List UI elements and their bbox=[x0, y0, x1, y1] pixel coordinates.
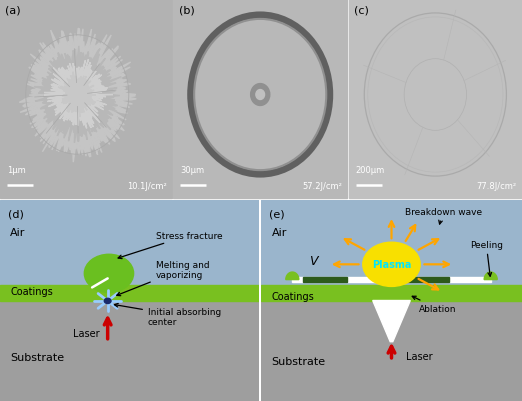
Text: Laser: Laser bbox=[406, 351, 433, 361]
Text: Substrate: Substrate bbox=[10, 352, 65, 362]
Polygon shape bbox=[373, 301, 410, 342]
Text: (e): (e) bbox=[269, 209, 284, 219]
Text: 10.1J/cm²: 10.1J/cm² bbox=[127, 182, 167, 190]
Text: 200μm: 200μm bbox=[355, 166, 385, 175]
Polygon shape bbox=[19, 29, 136, 163]
Polygon shape bbox=[34, 47, 121, 143]
Circle shape bbox=[363, 243, 420, 287]
Text: Coatings: Coatings bbox=[10, 287, 53, 297]
Text: Initial absorbing
center: Initial absorbing center bbox=[114, 304, 221, 326]
Bar bbox=[0, 200, 259, 286]
Text: (a): (a) bbox=[5, 6, 21, 16]
Text: $V$: $V$ bbox=[309, 254, 321, 267]
Text: Coatings: Coatings bbox=[271, 292, 314, 302]
Text: Plasma: Plasma bbox=[372, 260, 411, 269]
Text: Breakdown wave: Breakdown wave bbox=[405, 207, 482, 225]
Text: Melting and
vaporizing: Melting and vaporizing bbox=[117, 260, 209, 296]
Text: (d): (d) bbox=[8, 209, 23, 219]
Circle shape bbox=[104, 298, 111, 304]
Bar bbox=[261, 286, 522, 301]
Text: Air: Air bbox=[271, 228, 287, 237]
Text: (c): (c) bbox=[354, 6, 369, 16]
Text: (b): (b) bbox=[179, 6, 194, 16]
Text: Ablation: Ablation bbox=[412, 296, 456, 313]
Bar bbox=[261, 301, 522, 401]
Bar bbox=[0, 286, 259, 301]
Text: Peeling: Peeling bbox=[470, 240, 503, 277]
Text: 77.8J/cm²: 77.8J/cm² bbox=[477, 182, 517, 190]
Polygon shape bbox=[58, 73, 96, 118]
Text: Air: Air bbox=[10, 228, 26, 237]
Text: Stress fracture: Stress fracture bbox=[118, 231, 222, 259]
Circle shape bbox=[256, 90, 265, 100]
Text: 1μm: 1μm bbox=[7, 166, 26, 175]
Circle shape bbox=[85, 255, 134, 293]
Polygon shape bbox=[286, 272, 299, 280]
Bar bbox=[292, 277, 491, 283]
Polygon shape bbox=[484, 272, 497, 280]
Bar bbox=[303, 277, 347, 283]
Text: Substrate: Substrate bbox=[271, 356, 326, 366]
Bar bbox=[261, 200, 522, 286]
Text: 30μm: 30μm bbox=[180, 166, 205, 175]
Text: Laser: Laser bbox=[73, 328, 99, 338]
Polygon shape bbox=[44, 60, 113, 129]
Circle shape bbox=[251, 84, 270, 106]
Bar bbox=[0, 301, 259, 401]
Text: 57.2J/cm²: 57.2J/cm² bbox=[302, 182, 342, 190]
Bar bbox=[399, 277, 449, 283]
